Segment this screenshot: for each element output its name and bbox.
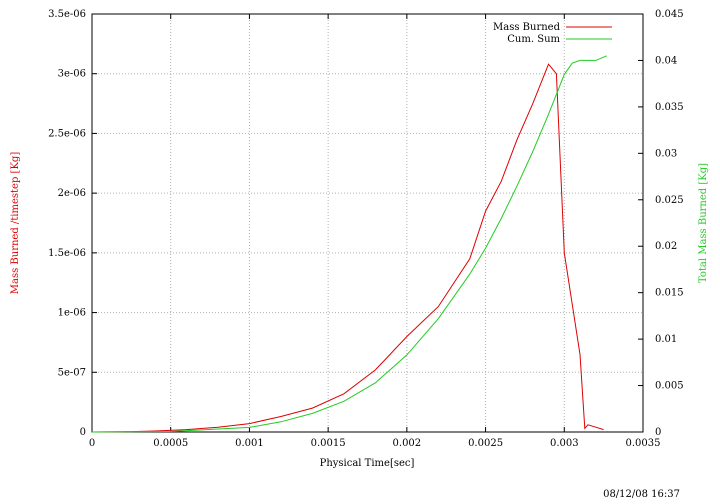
y-left-tick-label: 3.5e-06 xyxy=(48,9,86,20)
y-right-tick-label: 0 xyxy=(655,427,661,438)
legend-label: Cum. Sum xyxy=(507,34,560,45)
y-right-tick-label: 0.03 xyxy=(655,148,677,159)
y-left-tick-label: 2.5e-06 xyxy=(48,128,86,139)
x-tick-label: 0.0005 xyxy=(153,438,188,449)
x-tick-label: 0 xyxy=(89,438,95,449)
y-right-tick-label: 0.035 xyxy=(655,102,684,113)
y-left-tick-label: 0 xyxy=(80,427,86,438)
y-left-tick-label: 5e-07 xyxy=(58,367,86,378)
x-tick-label: 0.0035 xyxy=(626,438,661,449)
y-right-tick-label: 0.04 xyxy=(655,55,677,66)
timestamp: 08/12/08 16:37 xyxy=(603,489,680,500)
y-right-tick-label: 0.045 xyxy=(655,9,684,20)
y-right-tick-label: 0.015 xyxy=(655,288,684,299)
y-left-tick-label: 3e-06 xyxy=(58,69,86,80)
y-right-tick-label: 0.025 xyxy=(655,195,684,206)
legend-label: Mass Burned xyxy=(493,22,561,33)
y-right-tick-label: 0.02 xyxy=(655,241,677,252)
x-tick-label: 0.0025 xyxy=(468,438,503,449)
y-axis-left-label: Mass Burned /timestep [Kg] xyxy=(10,152,21,295)
y-left-tick-label: 1.5e-06 xyxy=(48,248,86,259)
axis-ticks: 0 0.0005 0.001 0.0015 0.002 0.0025 0.003 0.0035… xyxy=(48,9,684,449)
y-right-tick-label: 0.005 xyxy=(655,381,684,392)
plot-frame xyxy=(91,13,644,433)
series-line-cum-sum xyxy=(91,55,607,433)
y-axis-right-label: Total Mass Burned [Kg] xyxy=(698,163,709,283)
x-tick-label: 0.002 xyxy=(393,438,422,449)
y-left-tick-label: 1e-06 xyxy=(58,308,86,319)
x-axis-label: Physical Time[sec] xyxy=(320,458,415,469)
series-line-mass-burned xyxy=(91,63,604,433)
x-tick-label: 0.003 xyxy=(550,438,579,449)
y-left-tick-label: 2e-06 xyxy=(58,188,86,199)
x-tick-label: 0.0015 xyxy=(311,438,346,449)
x-tick-label: 0.001 xyxy=(235,438,264,449)
grid xyxy=(92,14,643,432)
series-layer xyxy=(91,55,607,433)
y-right-tick-label: 0.01 xyxy=(655,334,677,345)
